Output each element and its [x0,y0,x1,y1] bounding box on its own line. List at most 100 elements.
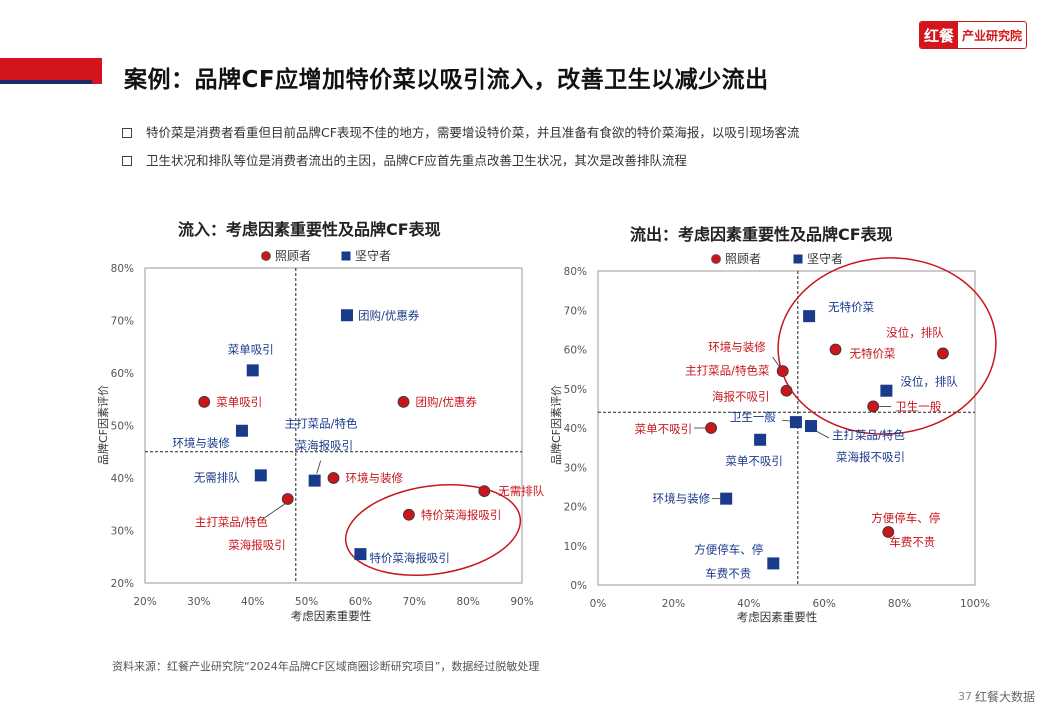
point-label: 主打菜品/特色菜 [685,364,770,378]
scatter-point-square [235,424,248,437]
leader-line [815,430,830,439]
y-tick-label: 80% [564,266,587,278]
point-label: 环境与装修 [708,340,766,354]
legend-square-marker [341,251,351,261]
x-tick-label: 20% [662,598,685,610]
point-label: 菜海报吸引 [228,538,286,552]
scatter-point-square [354,548,367,561]
legend-circle-marker [711,254,721,264]
point-label: 方便停车、停 [694,542,763,556]
scatter-point-circle [705,422,717,434]
point-label: 没位，排队 [886,325,944,339]
scatter-point-square [308,474,321,487]
highlight-ellipse [777,257,997,435]
point-label: 主打菜品/特色 [195,515,268,529]
bullet-square-icon [122,127,132,138]
y-tick-label: 60% [111,368,134,380]
x-axis-label: 考虑因素重要性 [737,610,818,624]
scatter-point-circle [478,485,491,498]
point-label: 车费不贵 [889,535,935,549]
y-tick-label: 30% [111,526,134,538]
scatter-point-square [340,309,353,322]
y-tick-label: 20% [111,578,134,590]
x-tick-label: 40% [241,596,264,608]
point-label: 车费不贵 [705,566,751,580]
x-tick-label: 0% [590,598,607,610]
x-tick-label: 60% [349,596,372,608]
x-tick-label: 20% [133,596,156,608]
point-label: 方便停车、停 [871,511,940,525]
point-label: 主打菜品/特色 [832,428,905,442]
scatter-point-circle [402,508,415,521]
x-axis-label: 考虑因素重要性 [291,609,372,623]
point-label: 菜单不吸引 [635,422,693,436]
scatter-point-circle [327,472,340,484]
y-tick-label: 40% [564,423,587,435]
point-label: 菜海报吸引 [296,439,354,453]
y-tick-label: 0% [570,580,587,592]
y-tick-label: 40% [111,473,134,485]
x-tick-label: 80% [456,596,479,608]
y-tick-label: 70% [111,316,134,328]
x-tick-label: 30% [187,596,210,608]
logo-mark: 红餐 [920,22,959,48]
scatter-point-square [246,364,259,377]
scatter-point-square [254,469,267,482]
x-tick-label: 100% [960,598,990,610]
leader-line [781,419,791,422]
y-tick-label: 70% [564,305,587,317]
point-label: 海报不吸引 [712,390,770,404]
plot-frame [144,267,523,584]
bullet-item: 特价菜是消费者看重但目前品牌CF表现不佳的地方，需要增设特价菜，并且准备有食欲的… [122,122,799,141]
scatter-point-square [754,433,767,446]
bullet-square-icon [122,155,132,166]
point-label: 菜海报不吸引 [836,450,905,464]
y-tick-label: 80% [111,263,134,275]
scatter-point-circle [882,526,895,538]
x-tick-label: 40% [737,598,760,610]
point-label: 特价菜海报吸引 [369,551,450,565]
y-axis-label: 品牌CF因素评价 [96,385,110,465]
point-label: 卫生一般 [730,410,776,424]
scatter-point-square [880,384,893,397]
point-label: 团购/优惠券 [358,308,420,322]
page-title: 案例：品牌CF应增加特价菜以吸引流入，改善卫生以减少流出 [124,67,769,93]
scatter-point-circle [776,365,789,377]
scatter-point-circle [867,400,880,413]
page-number: 37 [958,690,972,703]
point-label: 菜单不吸引 [725,454,783,468]
bullet-item: 卫生状况和排队等位是消费者流出的主因，品牌CF应首先重点改善卫生状况，其次是改善… [122,150,687,169]
point-label: 菜单吸引 [228,342,274,356]
title-accent-bar [0,58,102,84]
point-label: 菜单吸引 [216,395,262,409]
highlight-ellipse [344,483,522,577]
brand-logo: 红餐 产业研究院 [919,21,1027,49]
inflow-scatter-chart: 20% 30% 40% 50% 60% 70% 80% 90% 20% 30% 40% 50% 60% 7… [96,249,545,623]
legend-square-marker [793,254,803,264]
point-label: 没位，排队 [900,375,958,389]
legend-label: 照顾者 [725,252,761,266]
source-note: 资料来源：红餐产业研究院“2024年品牌CF区域商圈诊断研究项目”，数据经过脱敏… [112,660,540,673]
y-tick-label: 60% [564,345,587,357]
point-label: 特价菜海报吸引 [421,508,502,522]
point-label: 无需排队 [498,484,544,498]
bullet-text: 卫生状况和排队等位是消费者流出的主因，品牌CF应首先重点改善卫生状况，其次是改善… [146,153,687,168]
scatter-point-square [803,310,816,323]
scatter-point-square [767,557,780,570]
logo-text: 产业研究院 [962,28,1023,43]
leader-line [316,460,322,474]
point-label: 无需排队 [194,470,240,484]
legend-circle-marker [261,251,271,261]
scatter-point-circle [780,384,793,397]
x-tick-label: 70% [403,596,426,608]
y-tick-label: 50% [111,421,134,433]
scatter-point-square [789,416,802,429]
point-label: 卫生一般 [895,399,941,413]
point-label: 环境与装修 [172,436,230,450]
scatter-point-circle [397,395,410,408]
x-tick-label: 80% [888,598,911,610]
scatter-point-circle [829,343,842,356]
point-label: 团购/优惠券 [416,395,478,409]
scatter-point-circle [198,395,211,408]
point-label: 无特价菜 [828,300,874,314]
